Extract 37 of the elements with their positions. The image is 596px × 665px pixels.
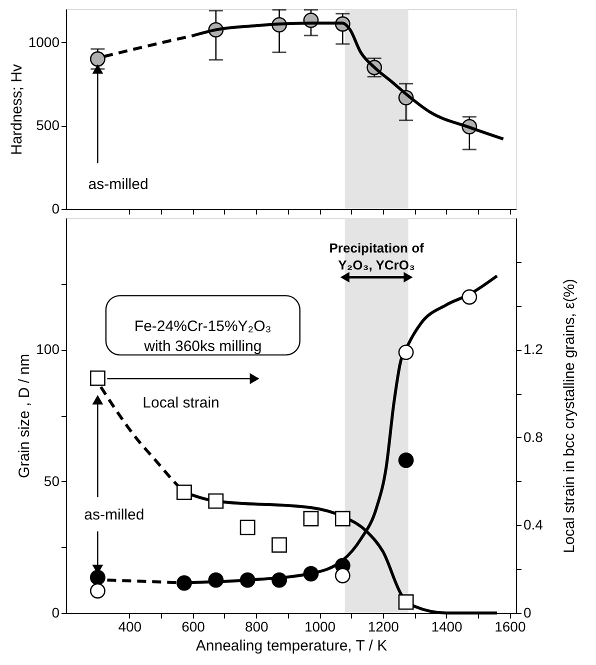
point [208,572,224,588]
point [398,594,414,610]
annotation: Fe-24%Cr-15%Y₂O₃ with 360ks milling [134,318,272,355]
x-tick-label: 600 [182,618,206,634]
point [240,572,256,588]
y-tick-label: 500 [36,117,60,134]
annotation: Local strain [142,394,220,412]
y2-tick-label: 0.8 [524,428,544,445]
x-tick-label: 800 [244,618,269,634]
y2-tick-label: 0.4 [524,516,544,533]
y-tick-label: 0 [52,604,60,620]
point [176,575,192,591]
annotation: as-milled [88,176,148,193]
point [334,510,350,526]
x-tick-label: 1400 [431,618,463,634]
y-tick-label: 50 [44,472,60,489]
y-axis-title: Grain size , D / nm [16,354,34,478]
point [398,344,414,360]
x-tick-label: 1200 [368,618,400,634]
point [303,566,319,582]
point [272,572,287,588]
y2-axis-title: Local strain in bcc crystalline grains, ε(%) [560,278,578,554]
y2-tick-label: 1.2 [524,341,544,358]
annotation: as-milled [84,506,144,524]
x-tick-label: 1000 [304,618,336,634]
y-tick-label: 0 [52,200,60,216]
point [208,493,224,509]
x-axis-title: Annealing temperature, T / K [196,638,388,654]
point [334,568,350,584]
y-axis-title: Hardness; Hv [8,64,26,155]
y2-tick-label: 0 [524,604,532,620]
y-tick-label: 100 [36,341,60,358]
y-tick-label: 1000 [28,34,60,50]
band-label: Precipitation of Y₂O₃, YCrO₃ [329,240,425,273]
x-tick-label: 1600 [494,618,526,634]
point [398,452,414,468]
x-tick-label: 400 [118,618,142,634]
